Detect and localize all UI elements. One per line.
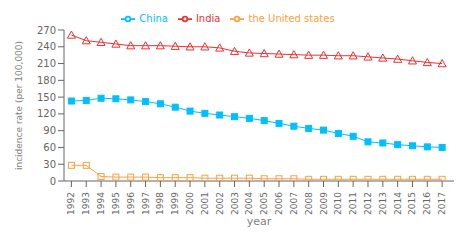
svg-text:60: 60 [43,142,56,153]
html-text:the United states: the United states [248,13,335,24]
svg-text:incidence rate (per 100,000): incidence rate (per 100,000) [14,41,24,170]
svg-text:1998: 1998 [155,192,165,215]
svg-text:30: 30 [43,159,56,170]
svg-text:2000: 2000 [185,192,195,215]
svg-text:1996: 1996 [126,192,136,215]
svg-text:210: 210 [37,58,56,69]
svg-text:2003: 2003 [230,192,240,215]
svg-text:2002: 2002 [215,192,225,215]
svg-text:1994: 1994 [96,192,106,215]
svg-text:2011: 2011 [348,192,358,215]
svg-text:2009: 2009 [319,192,329,215]
svg-text:2005: 2005 [259,192,269,215]
svg-text:1999: 1999 [170,192,180,215]
svg-text:2001: 2001 [200,192,210,215]
html-text:China: China [139,13,168,24]
svg-text:2007: 2007 [289,192,299,215]
svg-text:90: 90 [43,125,56,136]
svg-text:2017: 2017 [437,192,447,215]
svg-text:240: 240 [37,41,56,52]
svg-text:2016: 2016 [422,192,432,215]
svg-text:year: year [247,215,272,227]
svg-text:0: 0 [50,176,56,187]
svg-text:2004: 2004 [244,192,254,215]
svg-text:270: 270 [37,25,56,36]
svg-text:2010: 2010 [333,192,343,215]
svg-text:2006: 2006 [274,192,284,215]
svg-text:150: 150 [37,92,56,103]
svg-text:1993: 1993 [81,192,91,215]
svg-text:2012: 2012 [363,192,373,215]
svg-text:1992: 1992 [66,192,76,215]
html-text:India: India [195,13,221,24]
svg-text:1997: 1997 [141,192,151,215]
svg-text:2013: 2013 [378,192,388,215]
svg-text:2015: 2015 [407,192,417,215]
svg-text:180: 180 [37,75,56,86]
svg-text:120: 120 [37,108,56,119]
svg-text:2008: 2008 [304,192,314,215]
svg-text:2014: 2014 [393,192,403,215]
svg-text:1995: 1995 [111,192,121,215]
